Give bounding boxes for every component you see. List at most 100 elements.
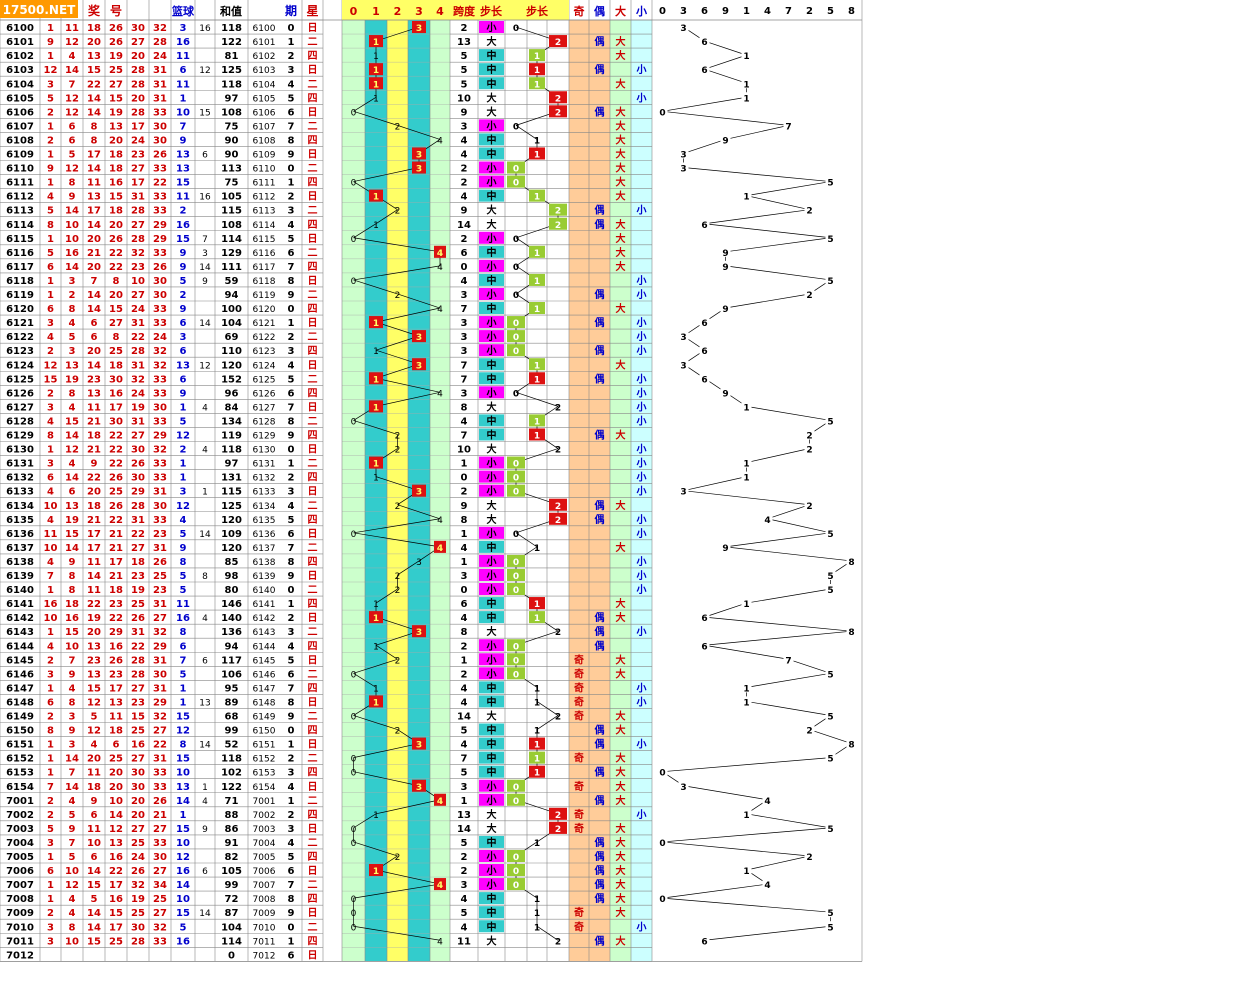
red-ball: 33 — [153, 304, 167, 315]
mod-trend-line — [375, 349, 420, 365]
header-mod-1: 1 — [372, 5, 380, 18]
weekday: 四 — [308, 345, 318, 357]
sum-value: 98 — [225, 571, 239, 582]
period-tail: 1 — [288, 936, 295, 947]
span-value: 13 — [457, 37, 471, 48]
span-value: 1 — [461, 459, 468, 470]
red-ball: 22 — [131, 332, 145, 343]
red-ball: 31 — [153, 754, 167, 765]
red-ball: 19 — [131, 585, 145, 596]
issue-number-repeat: 6134 — [253, 502, 276, 512]
tail-trend-line — [683, 167, 831, 182]
tail-trend-point: 9 — [722, 544, 728, 554]
span-value: 2 — [461, 852, 468, 863]
sum-value: 119 — [221, 431, 242, 442]
sum-value: 131 — [221, 473, 242, 484]
period-tail: 7 — [288, 121, 295, 132]
weekday: 二 — [308, 921, 318, 933]
mod-value: 2 — [395, 446, 401, 456]
red-ball: 4 — [47, 487, 54, 498]
sum-value: 115 — [221, 487, 242, 498]
span-value: 0 — [461, 473, 468, 484]
red-ball: 27 — [131, 543, 145, 554]
red-ball: 8 — [47, 431, 54, 442]
red-ball: 20 — [87, 262, 101, 273]
red-ball: 18 — [109, 164, 123, 175]
sum-value: 94 — [225, 290, 239, 301]
mod-value: 4 — [437, 136, 443, 146]
red-ball: 31 — [153, 65, 167, 76]
mod-value: 1 — [373, 319, 379, 329]
red-ball: 21 — [87, 248, 101, 259]
red-ball: 10 — [65, 234, 79, 245]
red-ball: 27 — [153, 908, 167, 919]
mod-value: 4 — [437, 937, 443, 947]
tail-trend-point: 6 — [701, 642, 707, 652]
red-ball: 6 — [113, 740, 120, 751]
issue-number-repeat: 7001 — [253, 797, 276, 807]
weekday: 日 — [308, 401, 318, 413]
step-value: 0 — [513, 179, 519, 189]
red-ball: 32 — [153, 360, 167, 371]
sum-value: 120 — [221, 360, 242, 371]
issue-number-repeat: 6122 — [253, 333, 276, 343]
issue-number-repeat: 6113 — [253, 207, 276, 217]
red-ball: 32 — [153, 23, 167, 34]
tail-trend-line — [746, 181, 831, 196]
shape-bg — [479, 428, 504, 441]
red-ball: 29 — [153, 641, 167, 652]
tail-trend-line — [683, 785, 768, 801]
even-mark: 偶 — [594, 218, 605, 231]
step-trend-line — [536, 715, 559, 730]
small-mark: 小 — [636, 372, 647, 385]
span-value: 8 — [461, 627, 468, 638]
trend-point-bg — [741, 598, 752, 609]
red-ball: 4 — [69, 894, 76, 905]
shape-bg — [479, 540, 504, 553]
red-ball: 26 — [153, 557, 167, 568]
tail-trend-line — [704, 616, 852, 632]
blue-ball: 6 — [180, 346, 187, 357]
issue-number-repeat: 6143 — [253, 628, 276, 638]
red-ball: 26 — [109, 655, 123, 666]
step-value: 0 — [513, 656, 519, 666]
step-marker — [529, 358, 545, 371]
red-ball: 31 — [153, 683, 167, 694]
small-mark: 小 — [636, 204, 647, 217]
issue-number: 7003 — [6, 824, 34, 835]
red-ball: 4 — [47, 332, 54, 343]
weekday: 日 — [308, 317, 318, 329]
step-value: 0 — [513, 474, 519, 484]
odd-mark: 奇 — [574, 752, 584, 765]
tail-trend-point: 6 — [701, 375, 707, 385]
even-mark: 偶 — [594, 63, 605, 76]
span-shape: 中 — [487, 724, 497, 737]
mod-value: 2 — [395, 586, 401, 596]
mod-trend-line — [375, 209, 398, 225]
trend-point-bg — [657, 836, 668, 847]
weekday: 日 — [308, 22, 318, 34]
weekday: 日 — [308, 64, 318, 76]
red-ball: 15 — [87, 936, 101, 947]
step-value: 1 — [534, 727, 540, 737]
red-ball: 14 — [87, 922, 101, 933]
period-tail: 4 — [288, 782, 295, 793]
span-shape: 小 — [486, 119, 497, 132]
weekday: 日 — [308, 359, 318, 371]
tail-trend-point: 6 — [701, 937, 707, 947]
red-ball: 16 — [109, 388, 123, 399]
step-value: 1 — [534, 80, 540, 90]
span-value: 3 — [461, 290, 468, 301]
trend-point-bg — [699, 218, 710, 229]
mod-trend-line — [353, 841, 398, 857]
red-ball: 4 — [47, 641, 54, 652]
even-mark: 偶 — [594, 372, 605, 385]
red-ball: 12 — [87, 697, 101, 708]
span-value: 14 — [457, 712, 471, 723]
sum-value: 100 — [221, 304, 242, 315]
step-marker — [529, 77, 545, 90]
step-value: 1 — [534, 600, 540, 610]
weekday: 日 — [308, 528, 318, 540]
shape-bg — [479, 414, 504, 427]
issue-number: 6149 — [6, 712, 34, 723]
